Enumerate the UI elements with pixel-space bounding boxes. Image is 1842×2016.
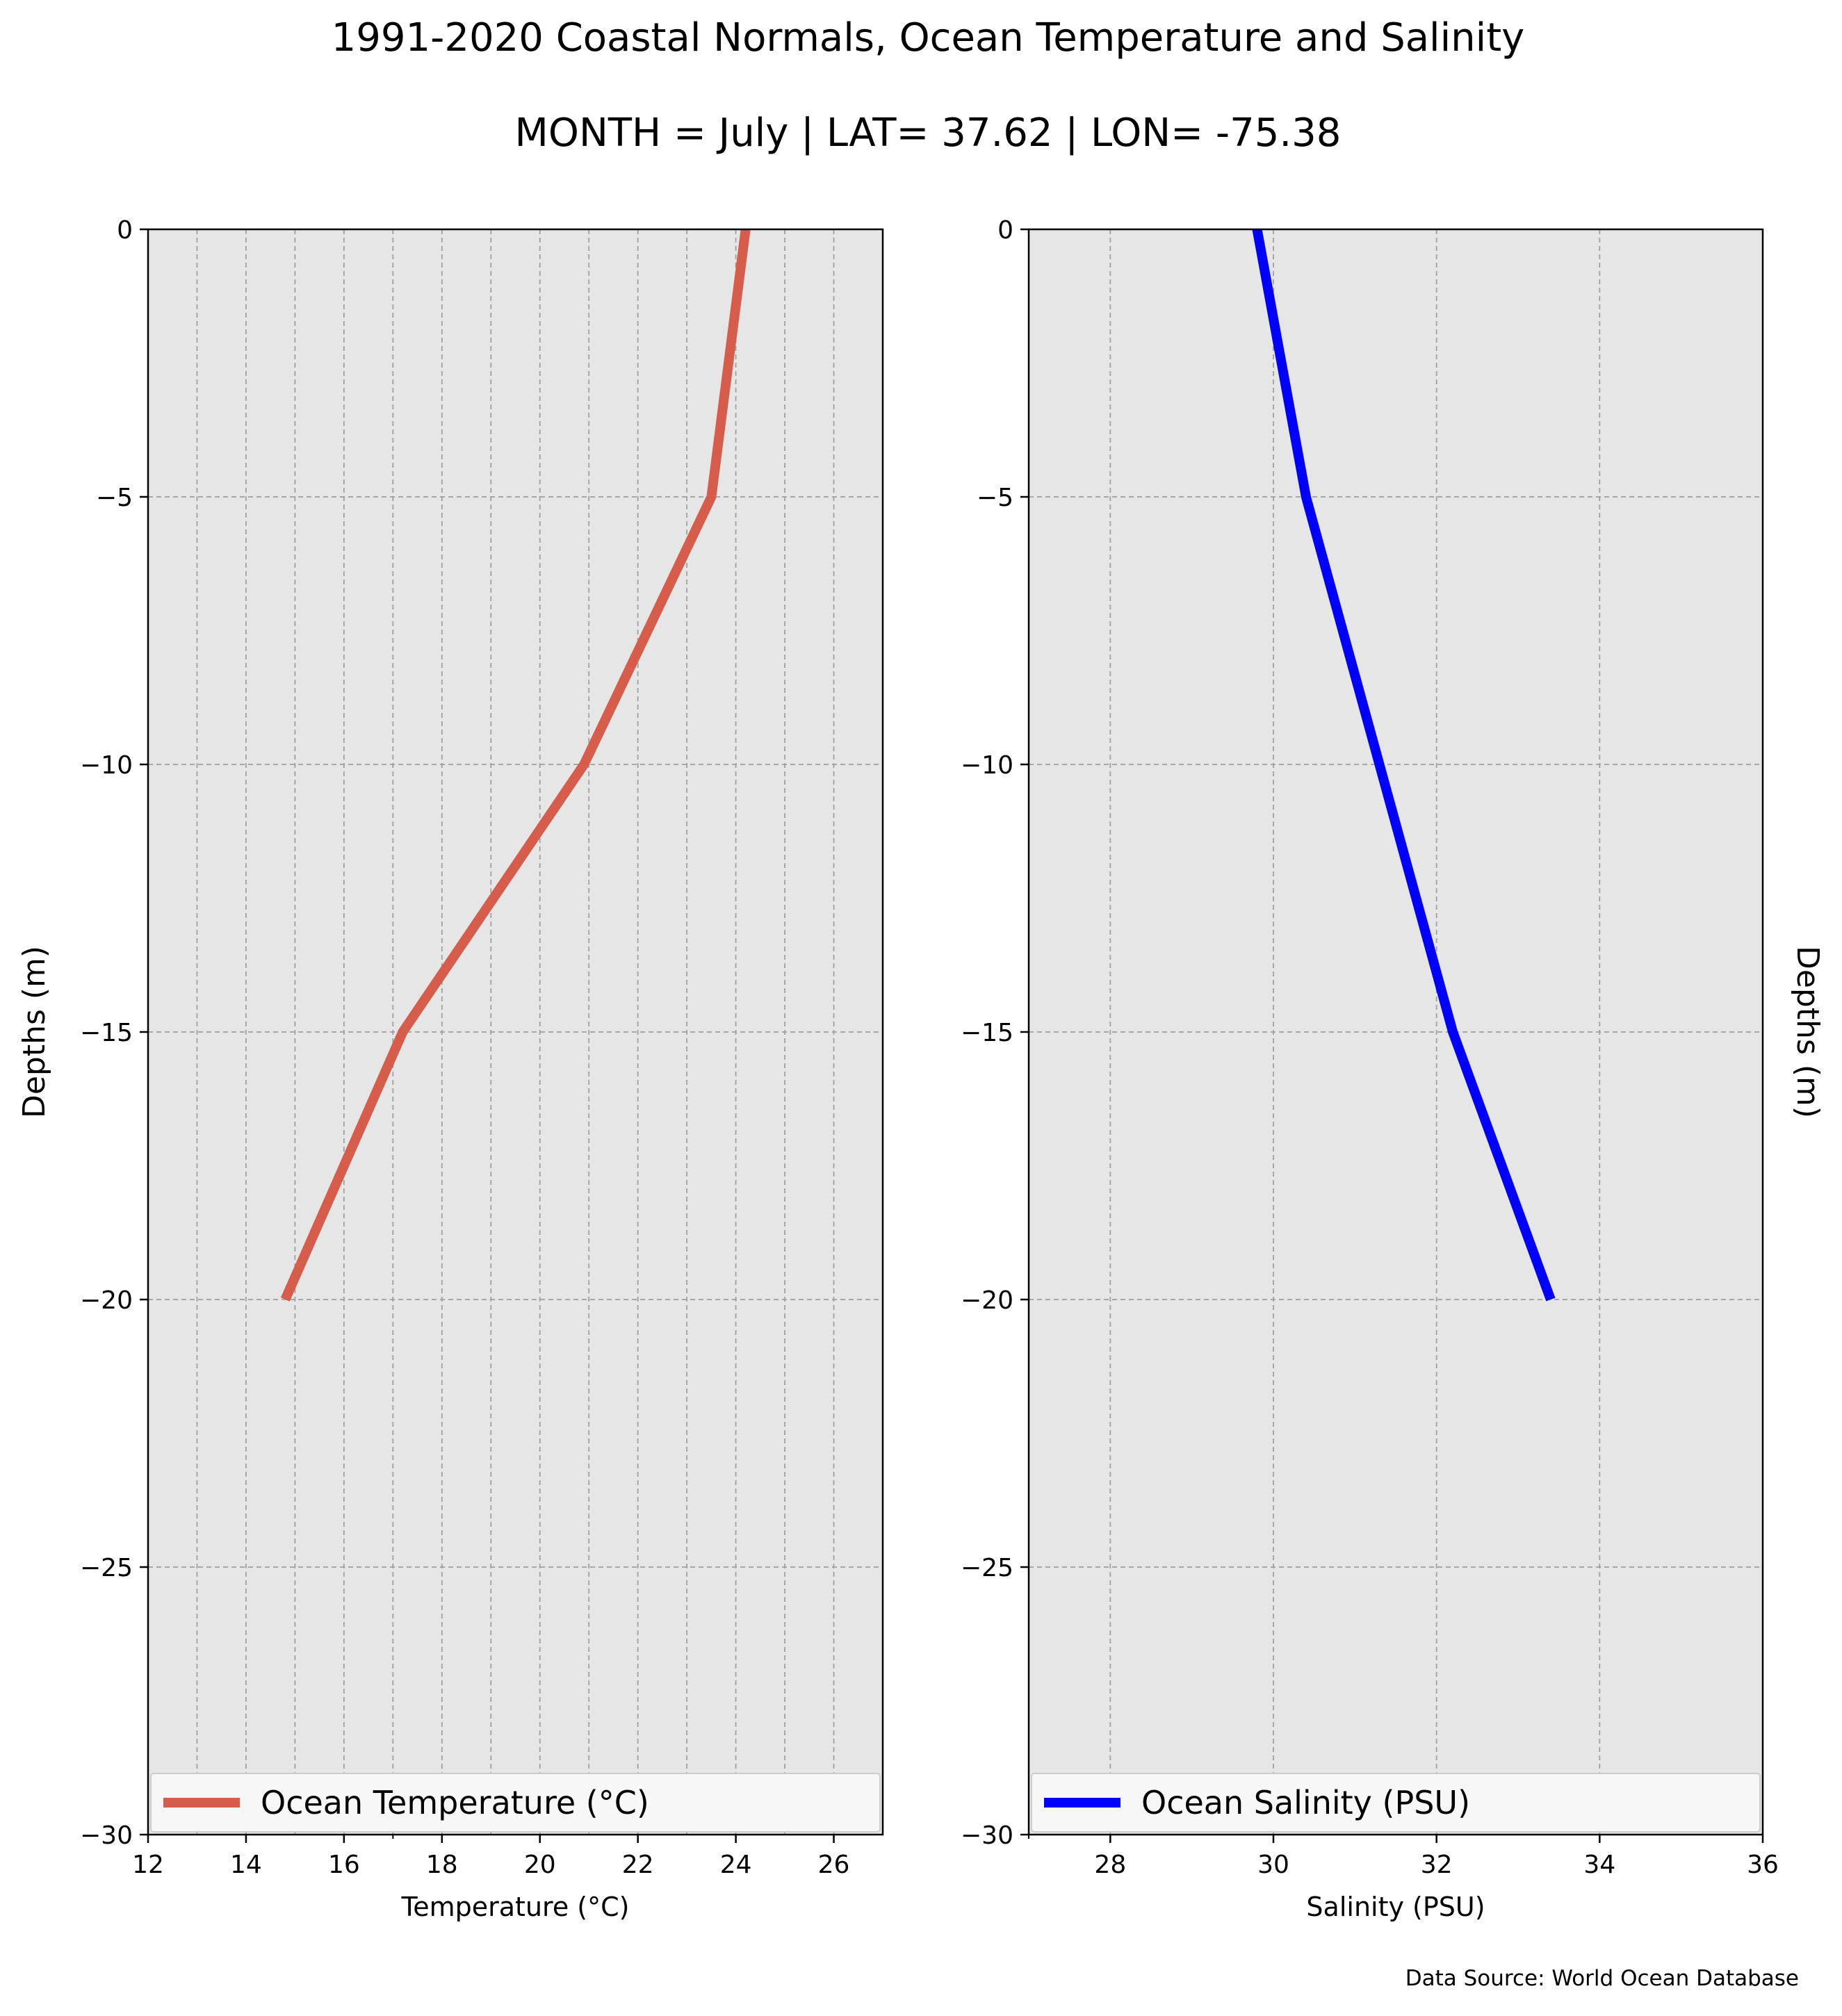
chart-title: 1991-2020 Coastal Normals, Ocean Tempera… [332, 15, 1525, 60]
temperature-line [280, 229, 751, 1302]
data-source-note: Data Source: World Ocean Database [1405, 1966, 1799, 1991]
x-tick-label: 24 [720, 1851, 752, 1879]
x-tick-label: 20 [524, 1851, 556, 1879]
x-tick-label: 18 [426, 1851, 458, 1879]
legend-label: Ocean Temperature (°C) [261, 1784, 649, 1821]
salinity-line [1252, 228, 1556, 1302]
x-tick-label: 34 [1583, 1851, 1615, 1879]
y-tick-label: 0 [997, 216, 1013, 245]
y-tick-label: 0 [117, 216, 133, 245]
y-tick-label: −15 [80, 1019, 133, 1047]
legend-box [150, 1773, 881, 1833]
y-tick-label: −30 [961, 1821, 1013, 1850]
chart-subtitle: MONTH = July | LAT= 37.62 | LON= -75.38 [515, 110, 1342, 156]
legend: Ocean Temperature (°C) [150, 1773, 881, 1833]
y-axis-label: Depths (m) [1790, 946, 1825, 1118]
salinity-panel: 28 30 32 34 36 0 −5 −10 −15 −20 −25 −30 Salinity (PS… [961, 216, 1825, 1922]
legend: Ocean Salinity (PSU) [1031, 1773, 1761, 1833]
x-tick-label: 22 [622, 1851, 654, 1879]
y-tick-label: −10 [80, 751, 133, 780]
y-tick-label: −30 [80, 1821, 133, 1850]
x-axis-label: Salinity (PSU) [1306, 1892, 1485, 1922]
y-tick-label: −15 [961, 1019, 1013, 1047]
y-axis-label: Depths (m) [17, 946, 52, 1118]
x-tick-label: 12 [132, 1851, 164, 1879]
y-tick-label: −20 [80, 1286, 133, 1315]
x-tick-label: 28 [1094, 1851, 1126, 1879]
temperature-panel: 12 14 16 18 20 22 24 26 0 −5 −10 −15 −20 −25 −30 Temper… [17, 216, 884, 1922]
y-tick-label: −10 [961, 751, 1013, 780]
legend-box [1031, 1773, 1761, 1833]
y-tick-label: −5 [96, 484, 133, 512]
y-tick-label: −25 [961, 1554, 1013, 1582]
y-tick-label: −25 [80, 1554, 133, 1582]
x-tick-label: 36 [1747, 1851, 1779, 1879]
y-tick-label: −5 [977, 484, 1013, 512]
x-tick-label: 30 [1257, 1851, 1289, 1879]
x-axis-label: Temperature (°C) [401, 1892, 630, 1922]
legend-label: Ocean Salinity (PSU) [1141, 1784, 1470, 1821]
x-tick-label: 16 [328, 1851, 360, 1879]
y-tick-label: −20 [961, 1286, 1013, 1315]
x-tick-label: 26 [818, 1851, 850, 1879]
x-tick-label: 32 [1421, 1851, 1453, 1879]
x-tick-label: 14 [230, 1851, 262, 1879]
